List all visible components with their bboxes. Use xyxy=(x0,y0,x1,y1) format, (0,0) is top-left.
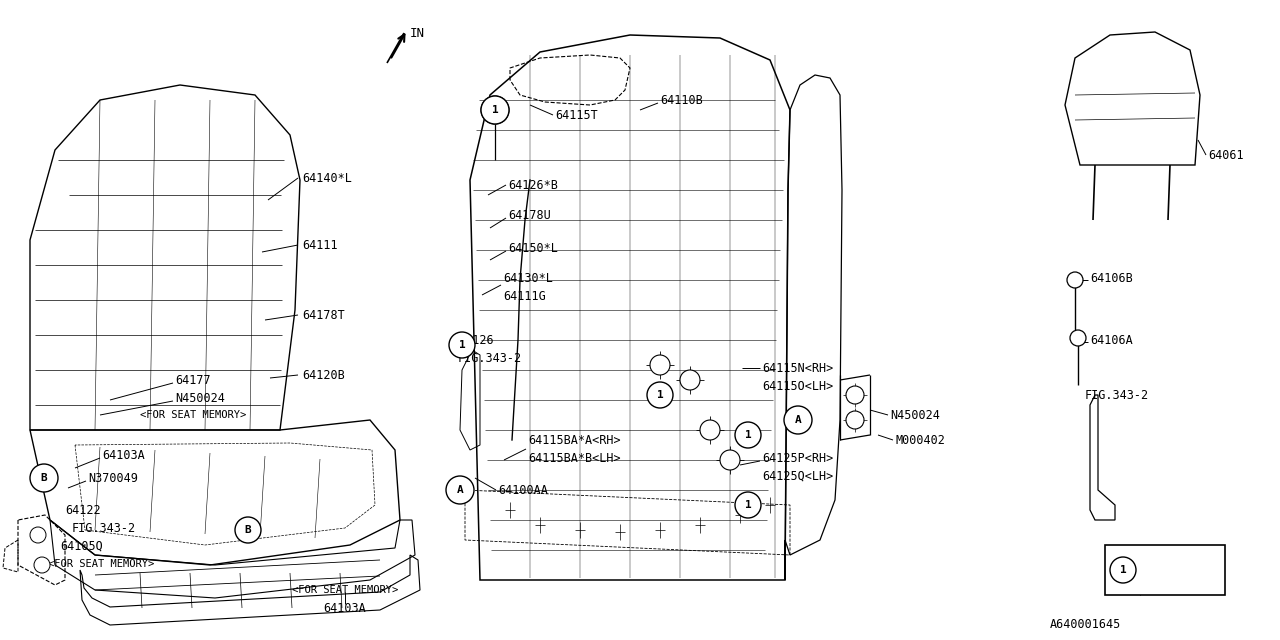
Text: 64177: 64177 xyxy=(175,374,211,387)
Text: B: B xyxy=(41,473,47,483)
Circle shape xyxy=(1068,272,1083,288)
Circle shape xyxy=(680,370,700,390)
Circle shape xyxy=(650,355,669,375)
Text: A: A xyxy=(457,485,463,495)
Text: 1: 1 xyxy=(492,105,498,115)
Text: N450024: N450024 xyxy=(890,408,940,422)
Text: B: B xyxy=(244,525,251,535)
Text: 1: 1 xyxy=(745,500,751,510)
Text: 64115O<LH>: 64115O<LH> xyxy=(762,380,833,392)
Text: 64115BA*A<RH>: 64115BA*A<RH> xyxy=(529,433,621,447)
Text: IN: IN xyxy=(410,27,425,40)
Text: Q710007: Q710007 xyxy=(1147,563,1197,577)
Text: 64125Q<LH>: 64125Q<LH> xyxy=(762,470,833,483)
Text: 64100AA: 64100AA xyxy=(498,483,548,497)
Text: 64140*L: 64140*L xyxy=(302,172,352,184)
Text: 64125P<RH>: 64125P<RH> xyxy=(762,451,833,465)
Circle shape xyxy=(646,382,673,408)
Text: 64111: 64111 xyxy=(302,239,338,252)
Circle shape xyxy=(1110,557,1137,583)
Text: N370049: N370049 xyxy=(88,472,138,484)
Text: 1: 1 xyxy=(1120,565,1126,575)
Text: A: A xyxy=(795,415,801,425)
Text: FIG.343-2: FIG.343-2 xyxy=(1085,388,1149,401)
Circle shape xyxy=(29,464,58,492)
Text: FIG.343-2: FIG.343-2 xyxy=(72,522,136,534)
Text: 64126: 64126 xyxy=(458,333,494,346)
Text: 64103A: 64103A xyxy=(324,602,366,614)
Text: FIG.343-2: FIG.343-2 xyxy=(458,351,522,365)
Text: 1: 1 xyxy=(657,390,663,400)
Text: 64115BA*B<LH>: 64115BA*B<LH> xyxy=(529,451,621,465)
Text: 1: 1 xyxy=(745,430,751,440)
Circle shape xyxy=(481,96,509,124)
Circle shape xyxy=(846,386,864,404)
Text: A640001645: A640001645 xyxy=(1050,618,1121,632)
Circle shape xyxy=(846,411,864,429)
Circle shape xyxy=(236,517,261,543)
Circle shape xyxy=(1070,330,1085,346)
Text: <FOR SEAT MEMORY>: <FOR SEAT MEMORY> xyxy=(292,585,398,595)
Circle shape xyxy=(735,422,762,448)
Text: 64106A: 64106A xyxy=(1091,333,1133,346)
Text: 64105Q: 64105Q xyxy=(60,540,102,552)
Circle shape xyxy=(721,450,740,470)
Text: 64061: 64061 xyxy=(1208,148,1244,161)
Text: 64103A: 64103A xyxy=(102,449,145,461)
Text: 1: 1 xyxy=(458,340,466,350)
Circle shape xyxy=(481,96,509,124)
Text: 64126*B: 64126*B xyxy=(508,179,558,191)
Text: 64178T: 64178T xyxy=(302,308,344,321)
Circle shape xyxy=(449,332,475,358)
Text: 64110B: 64110B xyxy=(660,93,703,106)
Text: M000402: M000402 xyxy=(895,433,945,447)
Text: <FOR SEAT MEMORY>: <FOR SEAT MEMORY> xyxy=(49,559,155,569)
Text: 64115N<RH>: 64115N<RH> xyxy=(762,362,833,374)
Text: 64130*L: 64130*L xyxy=(503,271,553,285)
Text: <FOR SEAT MEMORY>: <FOR SEAT MEMORY> xyxy=(140,410,246,420)
Text: 64115T: 64115T xyxy=(556,109,598,122)
Text: 64122: 64122 xyxy=(65,504,101,516)
Circle shape xyxy=(445,476,474,504)
Text: 64106B: 64106B xyxy=(1091,271,1133,285)
Text: 64178U: 64178U xyxy=(508,209,550,221)
Circle shape xyxy=(785,406,812,434)
Text: 64120B: 64120B xyxy=(302,369,344,381)
Text: 64150*L: 64150*L xyxy=(508,241,558,255)
Bar xyxy=(1105,545,1225,595)
Text: N450024: N450024 xyxy=(175,392,225,404)
Circle shape xyxy=(700,420,721,440)
Circle shape xyxy=(35,557,50,573)
Circle shape xyxy=(735,492,762,518)
Circle shape xyxy=(29,527,46,543)
Text: 64111G: 64111G xyxy=(503,289,545,303)
